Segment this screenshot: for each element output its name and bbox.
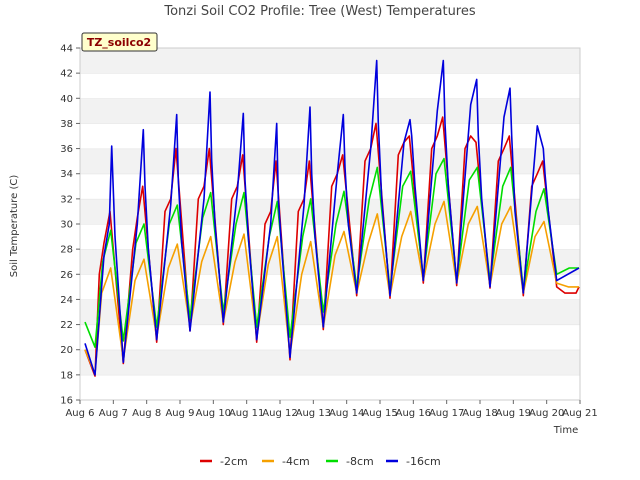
y-tick-label: 26 [60, 270, 73, 281]
site-badge: TZ_soilco2 [81, 32, 158, 52]
x-tick-label: Aug 18 [462, 408, 497, 419]
x-tick-label: Aug 10 [196, 408, 231, 419]
x-tick-label: Aug 21 [562, 408, 597, 419]
y-tick-label: 16 [60, 396, 73, 407]
x-tick-label: Aug 9 [165, 408, 194, 419]
legend-label: -2cm [220, 455, 248, 468]
x-tick-label: Aug 13 [296, 408, 331, 419]
y-tick-label: 42 [60, 69, 73, 80]
legend-label: -16cm [406, 455, 441, 468]
grid-band [80, 73, 580, 99]
y-tick-label: 18 [60, 370, 73, 381]
legend-label: -4cm [282, 455, 310, 468]
series-line-16cm [84, 59, 580, 376]
legend-label: -8cm [346, 455, 374, 468]
series-line-2cm [84, 116, 580, 377]
x-tick-label: Aug 19 [496, 408, 531, 419]
y-axis-label: Soil Temperature (C) [9, 175, 20, 278]
x-tick-label: Aug 12 [262, 408, 297, 419]
y-tick-label: 20 [60, 345, 73, 356]
grid-band [80, 98, 580, 124]
y-tick-label: 34 [60, 169, 73, 180]
x-tick-label: Aug 16 [396, 408, 431, 419]
y-tick-label: 32 [60, 194, 73, 205]
y-tick-label: 44 [60, 44, 73, 55]
y-tick-label: 38 [60, 119, 73, 130]
x-tick-label: Aug 15 [362, 408, 397, 419]
y-tick-label: 28 [60, 245, 73, 256]
y-axis: 16 18 20 22 24 26 28 30 32 34 36 38 40 42 44 [60, 44, 80, 407]
x-tick-label: Aug 17 [429, 408, 464, 419]
y-tick-label: 24 [60, 295, 73, 306]
x-tick-label: Aug 8 [132, 408, 161, 419]
chart-title: Tonzi Soil CO2 Profile: Tree (West) Temp… [163, 4, 476, 19]
grid-band [80, 48, 580, 74]
legend: -2cm -4cm -8cm -16cm [200, 455, 441, 468]
grid-band [80, 374, 580, 400]
x-tick-label: Aug 14 [329, 408, 364, 419]
grid-band [80, 324, 580, 350]
grid-band [80, 173, 580, 199]
site-badge-label: TZ_soilco2 [87, 36, 151, 49]
y-tick-label: 30 [60, 220, 73, 231]
x-tick-label: Aug 6 [65, 408, 94, 419]
grid-band [80, 349, 580, 375]
y-tick-label: 22 [60, 320, 73, 331]
x-tick-label: Aug 20 [529, 408, 564, 419]
x-tick-label: Aug 11 [229, 408, 264, 419]
series-lines [84, 59, 580, 377]
grid-band [80, 148, 580, 174]
grid-band [80, 123, 580, 149]
series-line-4cm [84, 200, 579, 375]
grid-band [80, 299, 580, 325]
x-tick-label: Aug 7 [99, 408, 128, 419]
y-tick-label: 36 [60, 144, 73, 155]
y-tick-label: 40 [60, 94, 73, 105]
x-axis-label: Time [553, 425, 578, 436]
